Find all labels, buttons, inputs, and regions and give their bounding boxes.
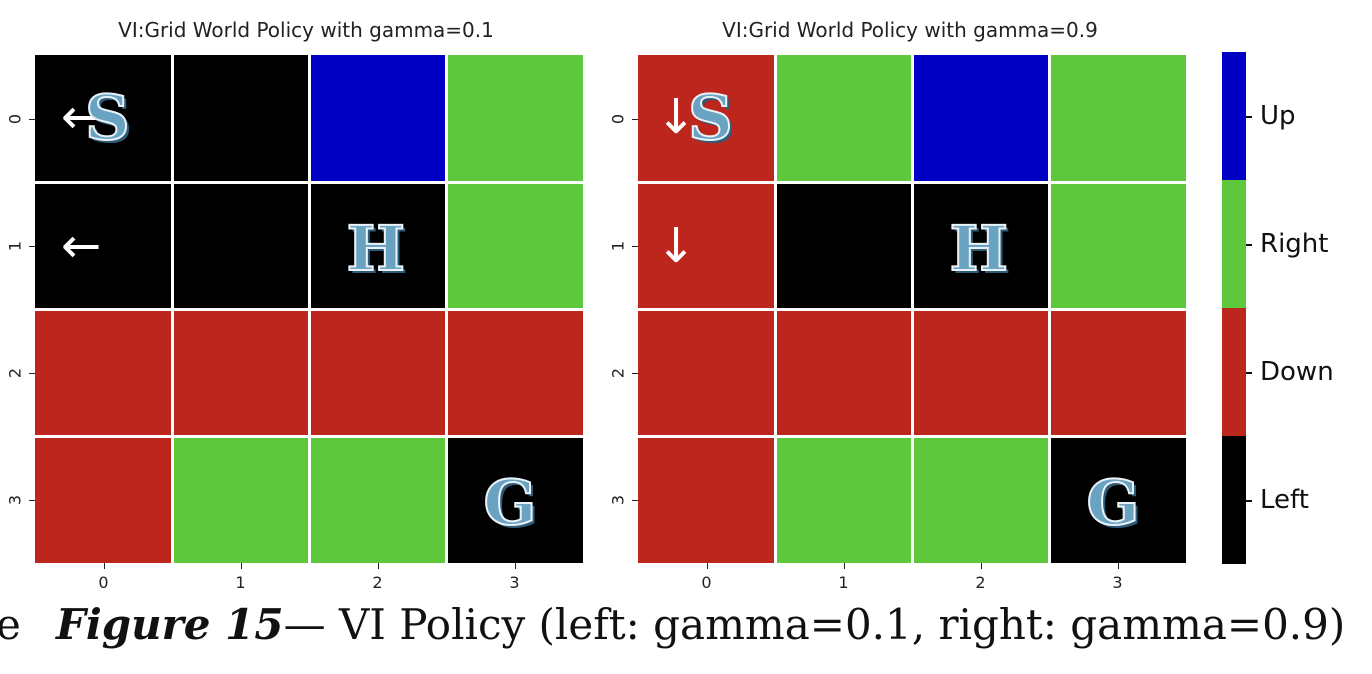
- colorbar-tick: [1246, 372, 1252, 374]
- heatmap-cell: [310, 437, 445, 563]
- caption-figure-number: Figure 15: [56, 600, 284, 649]
- y-tick-mark: [29, 245, 35, 247]
- y-tick-label: 2: [608, 367, 628, 378]
- x-tick-mark: [240, 563, 242, 569]
- heatmap-cell: [173, 437, 308, 563]
- cell-marker-g: G: [1086, 465, 1141, 539]
- caption-main: Figure 15— VI Policy (left: gamma=0.1, r…: [56, 600, 1345, 649]
- y-tick-mark: [29, 118, 35, 120]
- heatmap-cell: ← S: [35, 55, 171, 181]
- heatmap-cell: [310, 55, 445, 181]
- heatmap-cell: [776, 55, 911, 181]
- colorbar-tick: [1246, 500, 1252, 502]
- x-tick-label: 1: [235, 573, 246, 592]
- colorbar-tick: [1246, 116, 1252, 118]
- heatmap-cell: ↓: [638, 183, 774, 308]
- heatmap-grid: ↓ S ↓ H G: [638, 55, 1186, 563]
- heatmap-cell: [913, 437, 1048, 563]
- x-tick-label: 3: [509, 573, 520, 592]
- heatmap-cell: [173, 183, 308, 308]
- colorbar-segment-up: [1222, 52, 1246, 180]
- x-tick-mark: [706, 563, 708, 569]
- heatmap-cell: [776, 437, 911, 563]
- heatmap-cell: [1050, 183, 1186, 308]
- y-tick-label: 0: [608, 113, 628, 124]
- colorbar-tick: [1246, 244, 1252, 246]
- heatmap-cell: [776, 183, 911, 308]
- y-tick-label: 1: [608, 240, 628, 251]
- heatmap-cell: [638, 310, 774, 435]
- heatmap-cell: G: [1050, 437, 1186, 563]
- caption-text: VI Policy (left: gamma=0.1, right: gamma…: [325, 600, 1346, 649]
- y-tick-label: 3: [5, 494, 25, 505]
- chart-title: VI:Grid World Policy with gamma=0.9: [722, 18, 1098, 42]
- x-tick-mark: [514, 563, 516, 569]
- colorbar-label: Left: [1260, 485, 1309, 515]
- caption-dash: —: [283, 600, 326, 649]
- colorbar-label: Up: [1260, 101, 1296, 131]
- heatmap-cell: [35, 310, 171, 435]
- heatmap-cell: [310, 310, 445, 435]
- x-tick-mark: [103, 563, 105, 569]
- heatmap-cell: [913, 55, 1048, 181]
- heatmap-cell: [173, 310, 308, 435]
- heatmap-cell: H: [310, 183, 445, 308]
- x-tick-label: 0: [701, 573, 712, 592]
- cell-marker-s: S: [84, 81, 131, 154]
- heatmap-cell: [447, 183, 583, 308]
- x-tick-label: 1: [838, 573, 849, 592]
- y-tick-label: 2: [5, 367, 25, 378]
- heatmap-cell: [638, 437, 774, 563]
- heatmap-cell: ↓ S: [638, 55, 774, 181]
- colorbar: Up Right Down Left: [1222, 52, 1334, 564]
- cell-marker-h: H: [346, 211, 407, 285]
- heatmap-cell: [173, 55, 308, 181]
- colorbar-segment-left: [1222, 436, 1246, 564]
- policy-arrow-icon: ←: [61, 217, 102, 274]
- x-tick-mark: [377, 563, 379, 569]
- x-tick-label: 2: [372, 573, 383, 592]
- x-tick-label: 3: [1112, 573, 1123, 592]
- y-tick-mark: [632, 245, 638, 247]
- heatmap-cell: [447, 55, 583, 181]
- chart-title: VI:Grid World Policy with gamma=0.1: [118, 18, 494, 42]
- cell-marker-s: S: [687, 81, 734, 154]
- heatmap-cell: [35, 437, 171, 563]
- cell-marker-g: G: [483, 465, 538, 539]
- heatmap-cell: [1050, 55, 1186, 181]
- x-tick-label: 2: [975, 573, 986, 592]
- y-tick-mark: [632, 372, 638, 374]
- cell-marker-h: H: [949, 211, 1010, 285]
- caption-lead-fragment: e: [0, 600, 21, 649]
- colorbar-segment-down: [1222, 308, 1246, 436]
- heatmap-cell: [1050, 310, 1186, 435]
- y-tick-label: 0: [5, 113, 25, 124]
- heatmap-cell: [776, 310, 911, 435]
- heatmap-cell: [913, 310, 1048, 435]
- colorbar-label: Right: [1260, 229, 1329, 259]
- policy-arrow-icon: ↓: [656, 89, 697, 145]
- heatmap-cell: G: [447, 437, 583, 563]
- x-tick-mark: [1117, 563, 1119, 569]
- x-tick-label: 0: [98, 573, 109, 592]
- heatmap-cell: H: [913, 183, 1048, 308]
- policy-arrow-icon: ←: [61, 89, 102, 145]
- y-tick-mark: [632, 118, 638, 120]
- colorbar-label: Down: [1260, 357, 1334, 387]
- heatmap-grid: ← S ← H G: [35, 55, 583, 563]
- y-tick-mark: [29, 372, 35, 374]
- y-tick-label: 1: [5, 240, 25, 251]
- x-tick-mark: [843, 563, 845, 569]
- y-tick-mark: [632, 499, 638, 501]
- x-tick-mark: [980, 563, 982, 569]
- heatmap-cell: [447, 310, 583, 435]
- heatmap-cell: ←: [35, 183, 171, 308]
- y-tick-mark: [29, 499, 35, 501]
- policy-arrow-icon: ↓: [656, 217, 697, 274]
- colorbar-segment-right: [1222, 180, 1246, 308]
- y-tick-label: 3: [608, 494, 628, 505]
